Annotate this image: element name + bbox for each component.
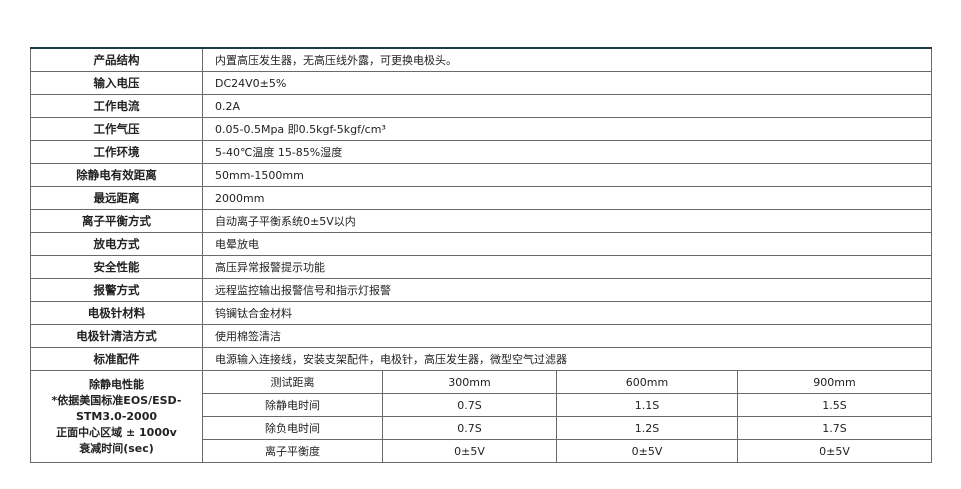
performance-label-line: 除静电性能 (89, 377, 144, 391)
performance-row: 除静电性能 *依据美国标准EOS/ESD- STM3.0-2000 正面中心区域 ± … (30, 370, 932, 463)
spec-value: 内置高压发生器，无高压线外露，可更换电极头。 (202, 47, 932, 72)
spec-row: 离子平衡方式 自动离子平衡系统0±5V以内 (30, 209, 932, 233)
spec-row: 输入电压 DC24V0±5% (30, 71, 932, 95)
spec-row: 报警方式 远程监控输出报警信号和指示灯报警 (30, 278, 932, 302)
spec-label: 最远距离 (30, 186, 203, 210)
performance-value: 0±5V (382, 439, 557, 463)
spec-row: 除静电有效距离 50mm-1500mm (30, 163, 932, 187)
spec-label: 除静电有效距离 (30, 163, 203, 187)
spec-value: 高压异常报警提示功能 (202, 255, 932, 279)
performance-value: 600mm (556, 370, 738, 394)
spec-value: 0.05-0.5Mpa 即0.5kgf-5kgf/cm³ (202, 117, 932, 141)
performance-value: 0.7S (382, 393, 557, 417)
performance-label-line: STM3.0-2000 (75, 409, 158, 423)
performance-row: 除负电时间 0.7S 1.2S 1.7S (31, 416, 932, 440)
spec-value: DC24V0±5% (202, 71, 932, 95)
spec-label: 工作环境 (30, 140, 203, 164)
performance-label-line: 衰减时间(sec) (79, 441, 154, 455)
performance-metric: 除负电时间 (202, 416, 383, 440)
performance-value: 0±5V (737, 439, 932, 463)
spec-row: 工作环境 5-40℃温度 15-85%湿度 (30, 140, 932, 164)
spec-value: 远程监控输出报警信号和指示灯报警 (202, 278, 932, 302)
spec-label: 电极针清洁方式 (30, 324, 203, 348)
spec-value: 电源输入连接线，安装支架配件，电极针，高压发生器，微型空气过滤器 (202, 347, 932, 371)
performance-label-line: 正面中心区域 ± 1000v (56, 425, 177, 439)
spec-row: 放电方式 电晕放电 (30, 232, 932, 256)
performance-metric: 离子平衡度 (202, 439, 383, 463)
performance-metric: 除静电时间 (202, 393, 383, 417)
spec-row: 工作气压 0.05-0.5Mpa 即0.5kgf-5kgf/cm³ (30, 117, 932, 141)
spec-row: 工作电流 0.2A (30, 94, 932, 118)
spec-row: 最远距离 2000mm (30, 186, 932, 210)
spec-label: 标准配件 (30, 347, 203, 371)
spec-value: 自动离子平衡系统0±5V以内 (202, 209, 932, 233)
spec-label: 电极针材料 (30, 301, 203, 325)
performance-value: 900mm (737, 370, 932, 394)
spec-value: 2000mm (202, 186, 932, 210)
spec-label: 报警方式 (30, 278, 203, 302)
spec-row: 电极针清洁方式 使用棉签清洁 (30, 324, 932, 348)
spec-row: 安全性能 高压异常报警提示功能 (30, 255, 932, 279)
spec-label: 工作电流 (30, 94, 203, 118)
spec-label: 产品结构 (30, 47, 203, 72)
spec-value: 50mm-1500mm (202, 163, 932, 187)
spec-value: 0.2A (202, 94, 932, 118)
performance-value: 1.7S (737, 416, 932, 440)
spec-row: 电极针材料 钨镧钛合金材料 (30, 301, 932, 325)
performance-row: 除静电时间 0.7S 1.1S 1.5S (31, 393, 932, 417)
performance-label-line: *依据美国标准EOS/ESD- (51, 393, 182, 407)
spec-value: 钨镧钛合金材料 (202, 301, 932, 325)
performance-label: 除静电性能 *依据美国标准EOS/ESD- STM3.0-2000 正面中心区域 ± … (30, 370, 203, 463)
performance-row: 离子平衡度 0±5V 0±5V 0±5V (31, 439, 932, 463)
spec-label: 输入电压 (30, 71, 203, 95)
spec-value: 5-40℃温度 15-85%湿度 (202, 140, 932, 164)
spec-value: 使用棉签清洁 (202, 324, 932, 348)
spec-value: 电晕放电 (202, 232, 932, 256)
performance-value: 1.5S (737, 393, 932, 417)
performance-value: 1.1S (556, 393, 738, 417)
spec-row: 产品结构 内置高压发生器，无高压线外露，可更换电极头。 (30, 47, 932, 72)
performance-value: 300mm (382, 370, 557, 394)
spec-row: 标准配件 电源输入连接线，安装支架配件，电极针，高压发生器，微型空气过滤器 (30, 347, 932, 371)
performance-value: 0±5V (556, 439, 738, 463)
spec-table: 产品结构 内置高压发生器，无高压线外露，可更换电极头。 输入电压 DC24V0±5% 工… (30, 47, 932, 463)
spec-label: 放电方式 (30, 232, 203, 256)
performance-value: 1.2S (556, 416, 738, 440)
performance-metric: 测试距离 (202, 370, 383, 394)
spec-label: 工作气压 (30, 117, 203, 141)
spec-label: 安全性能 (30, 255, 203, 279)
performance-value: 0.7S (382, 416, 557, 440)
spec-label: 离子平衡方式 (30, 209, 203, 233)
